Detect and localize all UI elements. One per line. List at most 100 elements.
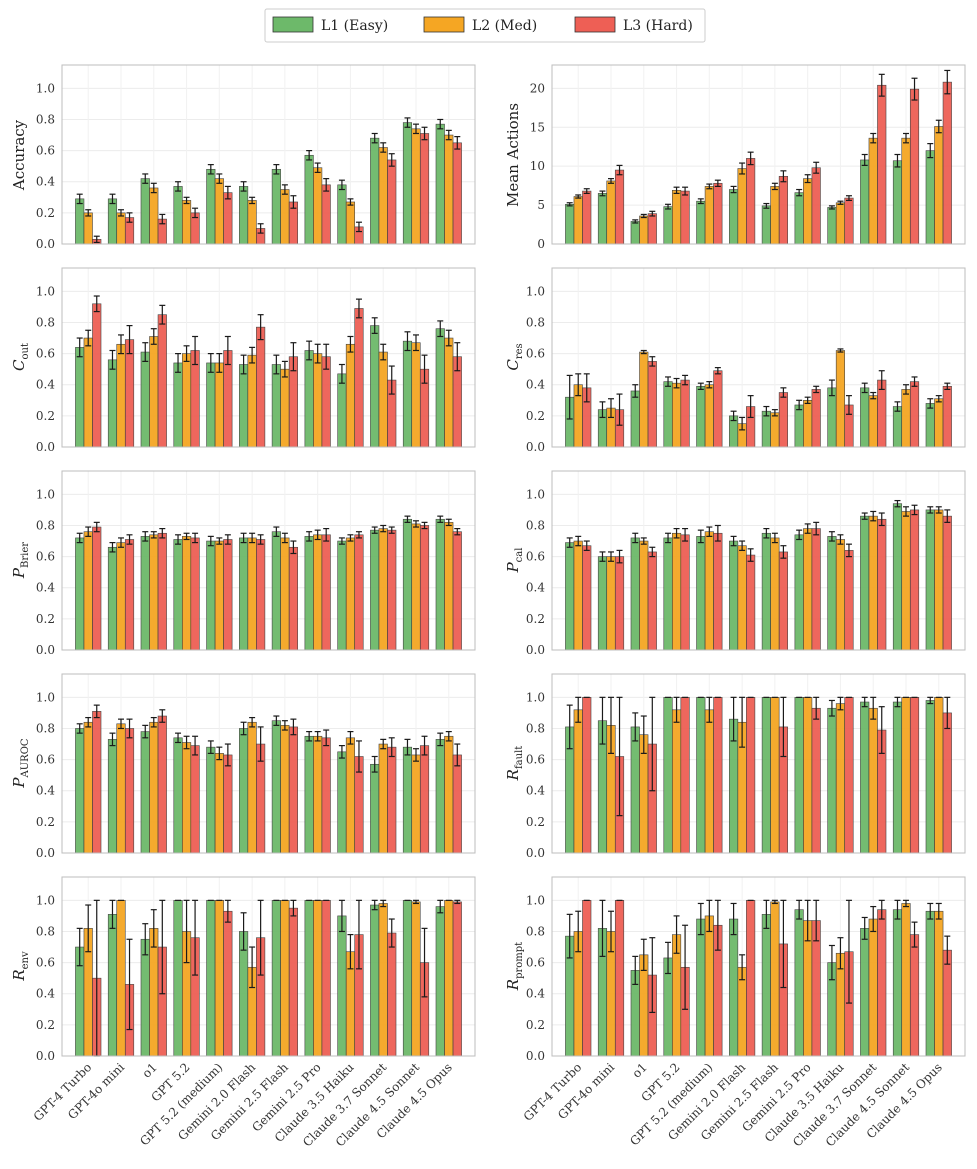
y-tick-label: 0.4 <box>36 784 55 798</box>
y-tick-label: 0.8 <box>36 315 55 329</box>
bar-l2-10 <box>901 511 911 651</box>
bar-l1-3 <box>173 186 183 245</box>
ylabel-r-fault-base: Rfault <box>504 746 525 782</box>
y-tick-label: 0.6 <box>36 144 55 158</box>
bar-l1-8 <box>337 915 347 1057</box>
axes-frame <box>61 64 476 245</box>
y-tick-label: 0.6 <box>526 753 545 767</box>
bar-l3-5 <box>746 900 756 1057</box>
bar-l2-4 <box>214 362 224 448</box>
bar-l2-0 <box>83 337 93 448</box>
bar-l2-11 <box>934 126 944 245</box>
y-tick-label: 0.8 <box>526 518 545 532</box>
y-tick-label: 1.0 <box>526 487 545 501</box>
bar-l2-6 <box>770 697 780 854</box>
bar-l1-8 <box>337 751 347 854</box>
bar-l3-7 <box>811 707 821 854</box>
bar-l3-7 <box>811 389 821 448</box>
bar-l2-2 <box>639 540 649 651</box>
bar-l3-3 <box>190 537 200 651</box>
bar-l1-3 <box>173 737 183 854</box>
bar-l1-6 <box>761 914 771 1057</box>
bar-l1-7 <box>794 534 804 651</box>
bar-l3-0 <box>582 697 592 854</box>
bar-l1-4 <box>696 200 706 245</box>
bar-l1-6 <box>271 531 281 651</box>
bar-l3-2 <box>647 551 657 651</box>
bar-l2-8 <box>345 537 356 651</box>
bar-l3-2 <box>647 361 657 448</box>
bar-l3-1 <box>124 339 135 448</box>
ylabel-c-res-base: Cres <box>504 343 525 370</box>
y-tick-label: 0.8 <box>36 721 55 735</box>
bar-l3-5 <box>746 158 756 245</box>
bar-l2-1 <box>606 556 616 651</box>
bar-l3-7 <box>811 167 821 245</box>
bar-l2-7 <box>313 167 323 245</box>
y-tick-label: 1.0 <box>36 284 55 298</box>
bar-l2-4 <box>214 753 224 854</box>
y-tick-label: 0.2 <box>36 409 55 423</box>
bar-l3-7 <box>321 356 331 448</box>
bar-l2-11 <box>934 910 944 1057</box>
bar-l2-7 <box>803 697 813 854</box>
bar-l3-4 <box>713 182 723 245</box>
y-tick-label: 0.2 <box>36 206 55 220</box>
panel-5: 0.0 0.2 0.4 0.6 0.8 1.0 <box>526 470 966 657</box>
bar-l2-2 <box>639 215 649 245</box>
axes-frame <box>551 267 966 448</box>
bar-l3-11 <box>452 142 462 245</box>
bar-l2-11 <box>934 509 944 651</box>
y-tick-label: 1.0 <box>526 690 545 704</box>
bar-l1-0 <box>75 537 85 651</box>
x-tick-label: o1 <box>139 1060 159 1080</box>
y-tick-label: 15 <box>530 120 545 134</box>
bar-l2-11 <box>934 697 944 854</box>
bar-l3-9 <box>387 159 397 245</box>
bar-l1-8 <box>827 707 837 854</box>
bar-l2-10 <box>411 128 421 245</box>
bar-l3-7 <box>321 900 331 1057</box>
bar-l1-6 <box>761 410 771 448</box>
y-tick-label: 0.6 <box>526 347 545 361</box>
bar-l2-7 <box>803 178 813 245</box>
y-tick-label: 0.0 <box>526 846 545 860</box>
y-tick-label: 0.4 <box>36 987 55 1001</box>
bar-l2-11 <box>444 522 454 651</box>
bar-l1-11 <box>925 403 935 448</box>
legend-swatch-l1 <box>272 16 314 33</box>
ylabel-p-cal: Pcal <box>504 548 525 574</box>
y-tick-label: 0.4 <box>36 378 55 392</box>
bar-l2-11 <box>444 900 454 1057</box>
bar-l2-3 <box>181 200 192 245</box>
bar-l3-4 <box>223 539 233 651</box>
bar-l1-4 <box>206 540 216 651</box>
legend-swatch-l2 <box>423 16 465 33</box>
bar-l3-11 <box>942 81 952 245</box>
y-tick-label: 0.2 <box>36 612 55 626</box>
y-tick-label: 10 <box>530 159 545 173</box>
bar-l1-0 <box>565 542 575 651</box>
bar-l1-5 <box>239 364 249 448</box>
bar-l3-1 <box>124 728 135 854</box>
bar-l3-10 <box>909 934 920 1057</box>
bar-l1-9 <box>860 387 870 448</box>
y-tick-label: 0.2 <box>526 409 545 423</box>
bar-l1-6 <box>761 205 771 245</box>
bar-l1-5 <box>729 189 739 245</box>
bar-l1-4 <box>206 746 216 854</box>
ylabel-accuracy: Accuracy <box>10 119 28 191</box>
bar-l2-9 <box>378 147 388 245</box>
y-tick-label: 1.0 <box>36 81 55 95</box>
bar-l2-8 <box>835 350 846 448</box>
bar-l1-2 <box>140 351 150 448</box>
bar-l1-1 <box>107 914 118 1057</box>
bar-l3-8 <box>844 197 854 245</box>
bar-l1-2 <box>140 536 150 651</box>
bar-l2-4 <box>704 186 714 245</box>
bar-l3-11 <box>452 754 462 854</box>
bar-l1-7 <box>794 697 804 854</box>
y-tick-label: 0.0 <box>36 1049 55 1063</box>
y-tick-label: 0.4 <box>526 987 545 1001</box>
